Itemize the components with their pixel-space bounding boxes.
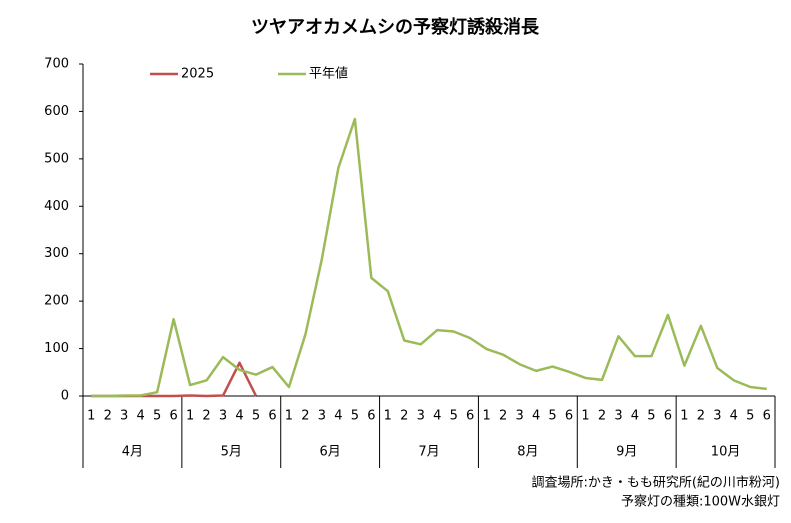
group-label: 7月 bbox=[418, 445, 439, 460]
x-tick-label: 6 bbox=[169, 409, 177, 424]
x-tick-label: 4 bbox=[433, 409, 441, 424]
note: 調査場所:かき・もも研究所(紀の川市粉河) bbox=[531, 475, 780, 491]
x-tick-label: 3 bbox=[515, 409, 523, 424]
x-tick-label: 6 bbox=[565, 409, 573, 424]
y-tick-label: 600 bbox=[44, 104, 69, 119]
x-tick-label: 2 bbox=[697, 409, 705, 424]
x-tick-label: 5 bbox=[153, 409, 161, 424]
x-tick-label: 5 bbox=[450, 409, 458, 424]
x-tick-label: 3 bbox=[713, 409, 721, 424]
y-tick-label: 0 bbox=[61, 389, 69, 404]
x-tick-label: 3 bbox=[120, 409, 128, 424]
x-tick-label: 3 bbox=[318, 409, 326, 424]
x-tick-label: 4 bbox=[137, 409, 145, 424]
x-tick-label: 4 bbox=[334, 409, 342, 424]
x-tick-label: 1 bbox=[384, 409, 392, 424]
x-tick-label: 2 bbox=[598, 409, 606, 424]
x-tick-label: 1 bbox=[87, 409, 95, 424]
x-tick-label: 1 bbox=[285, 409, 293, 424]
x-tick-label: 5 bbox=[548, 409, 556, 424]
x-tick-label: 1 bbox=[186, 409, 194, 424]
y-tick-label: 100 bbox=[44, 341, 69, 356]
y-tick-label: 700 bbox=[44, 57, 69, 72]
x-tick-label: 6 bbox=[466, 409, 474, 424]
group-label: 5月 bbox=[221, 445, 242, 460]
x-tick-label: 5 bbox=[746, 409, 754, 424]
y-tick-label: 300 bbox=[44, 246, 69, 261]
x-tick-label: 5 bbox=[351, 409, 359, 424]
y-tick-label: 200 bbox=[44, 294, 69, 309]
x-tick-label: 2 bbox=[104, 409, 112, 424]
y-tick-label: 500 bbox=[44, 151, 69, 166]
x-tick-label: 6 bbox=[367, 409, 375, 424]
x-tick-label: 4 bbox=[532, 409, 540, 424]
note: 予察灯の種類:100W水銀灯 bbox=[621, 494, 780, 510]
group-label: 6月 bbox=[320, 445, 341, 460]
x-tick-label: 4 bbox=[235, 409, 243, 424]
x-tick-label: 1 bbox=[680, 409, 688, 424]
series-line bbox=[91, 361, 258, 398]
x-tick-label: 5 bbox=[252, 409, 260, 424]
x-tick-label: 6 bbox=[763, 409, 771, 424]
x-tick-label: 6 bbox=[664, 409, 672, 424]
x-tick-label: 6 bbox=[268, 409, 276, 424]
x-tick-label: 3 bbox=[219, 409, 227, 424]
x-tick-label: 2 bbox=[301, 409, 309, 424]
group-label: 4月 bbox=[122, 445, 143, 460]
y-tick-label: 400 bbox=[44, 199, 69, 214]
legend-label: 平年値 bbox=[309, 66, 348, 82]
x-tick-label: 2 bbox=[400, 409, 408, 424]
x-tick-label: 1 bbox=[581, 409, 589, 424]
chart-title: ツヤアオカメムシの予察灯誘殺消長 bbox=[251, 16, 540, 38]
series-line bbox=[91, 117, 767, 398]
x-tick-label: 4 bbox=[631, 409, 639, 424]
x-tick-label: 3 bbox=[417, 409, 425, 424]
x-tick-label: 5 bbox=[647, 409, 655, 424]
group-label: 9月 bbox=[616, 445, 637, 460]
x-tick-label: 1 bbox=[483, 409, 491, 424]
x-tick-label: 4 bbox=[730, 409, 738, 424]
x-tick-label: 2 bbox=[499, 409, 507, 424]
legend-label: 2025 bbox=[181, 67, 214, 82]
group-label: 10月 bbox=[711, 445, 741, 460]
group-label: 8月 bbox=[517, 445, 538, 460]
x-tick-label: 2 bbox=[202, 409, 210, 424]
x-tick-label: 3 bbox=[614, 409, 622, 424]
